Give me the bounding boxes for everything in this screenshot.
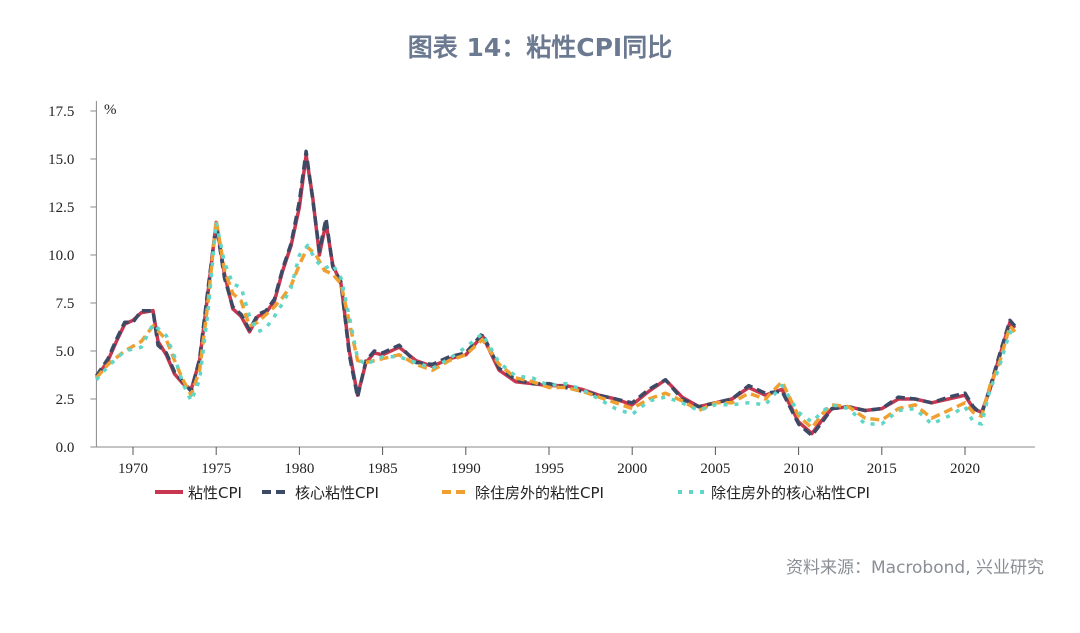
chart-title: 图表 14：粘性CPI同比 <box>407 33 673 62</box>
x-tick-label: 1990 <box>451 461 481 477</box>
x-tick-label: 1970 <box>118 461 148 477</box>
x-tick-label: 1975 <box>201 461 231 477</box>
source-note: 资料来源：Macrobond, 兴业研究 <box>785 558 1044 578</box>
y-tick-label: 5.0 <box>56 344 75 360</box>
x-tick-label: 1985 <box>368 461 398 477</box>
series-line-2 <box>95 218 1017 430</box>
y-tick-label: 0.0 <box>56 440 75 456</box>
legend-label: 除住房外的粘性CPI <box>475 484 604 502</box>
x-tick-label: 2020 <box>950 461 980 477</box>
y-tick-label: 2.5 <box>56 392 75 408</box>
x-tick-label: 2005 <box>700 461 730 477</box>
x-tick-label: 2000 <box>617 461 647 477</box>
y-tick-label: 10.0 <box>48 248 74 264</box>
x-tick-label: 1995 <box>534 461 564 477</box>
legend-label: 核心粘性CPI <box>295 484 379 502</box>
y-tick-label: 17.5 <box>48 104 74 120</box>
x-tick-label: 1980 <box>284 461 314 477</box>
legend-label: 除住房外的核心粘性CPI <box>711 484 870 502</box>
y-tick-label: 15.0 <box>48 152 74 168</box>
y-unit-label: % <box>104 102 117 118</box>
y-tick-label: 12.5 <box>48 200 74 216</box>
legend-label: 粘性CPI <box>188 484 242 502</box>
series-line-3 <box>95 220 1016 426</box>
y-tick-label: 7.5 <box>56 296 75 312</box>
x-tick-label: 2010 <box>784 461 814 477</box>
x-tick-label: 2015 <box>867 461 897 477</box>
